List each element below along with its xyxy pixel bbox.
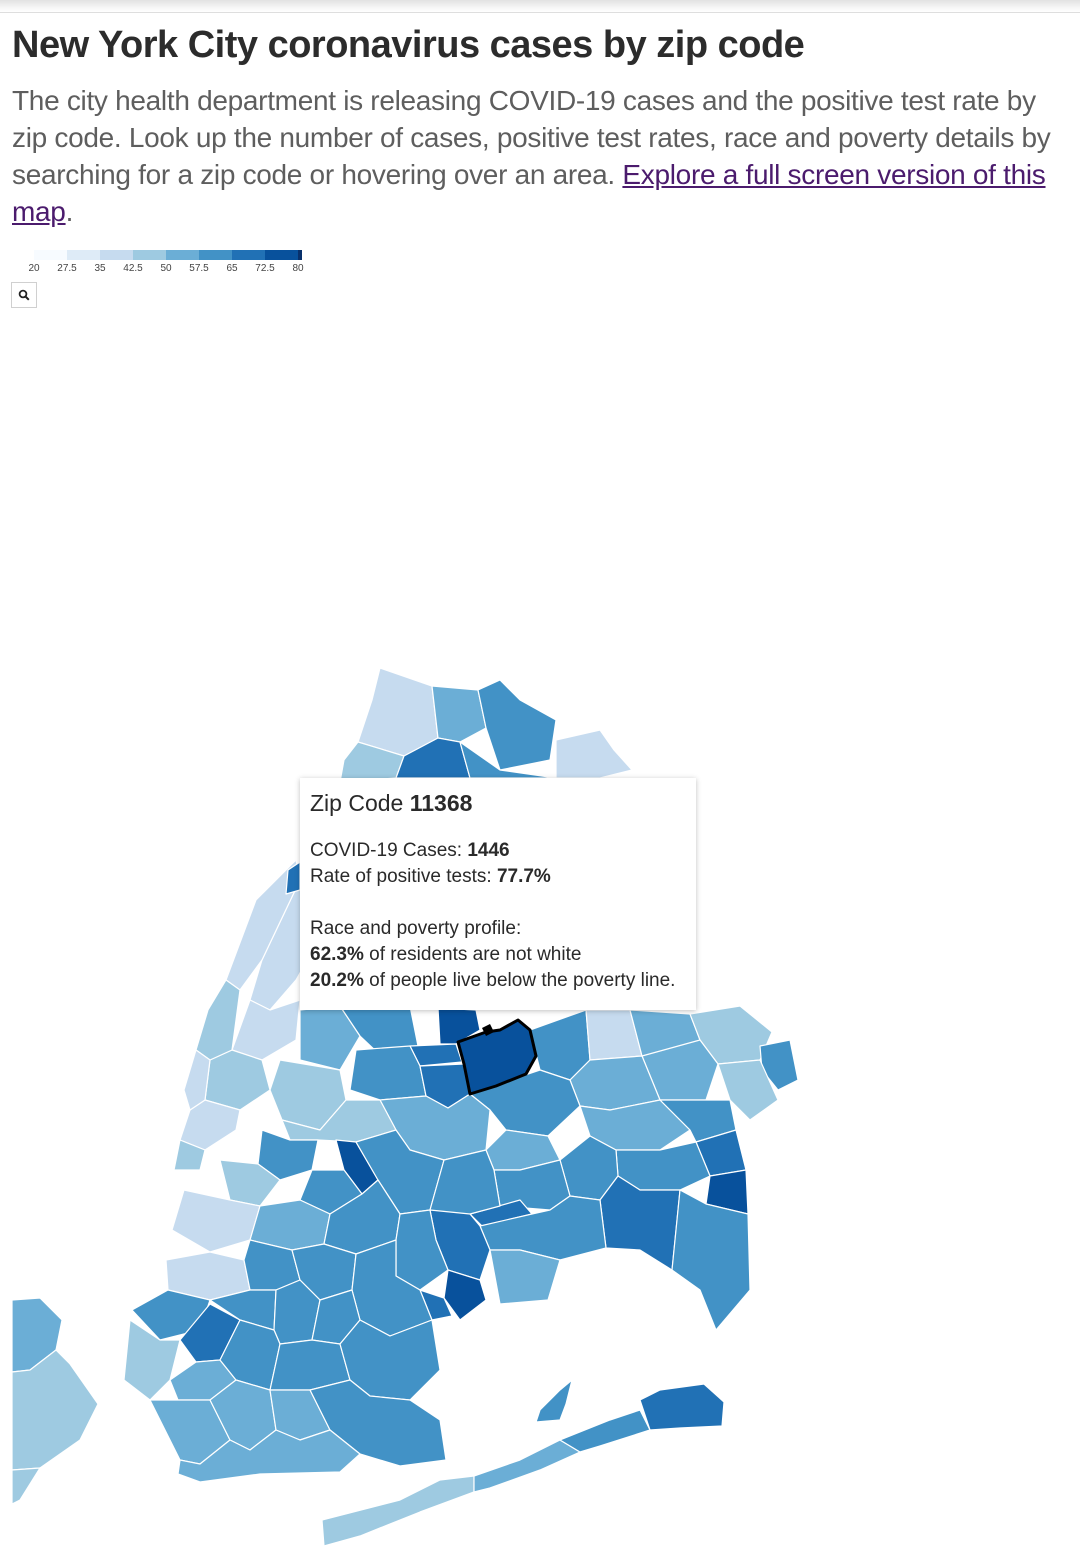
intro-body: The city health department is releasing … <box>12 85 1051 190</box>
zip-area[interactable] <box>357 667 439 757</box>
legend-swatch <box>67 250 101 260</box>
legend-tick-label: 35 <box>94 263 106 274</box>
legend-tick-label: 50 <box>160 263 172 274</box>
zip-area[interactable] <box>349 1045 427 1101</box>
tooltip-nonwhite-text: of residents are not white <box>369 944 582 965</box>
zip-area[interactable] <box>717 1059 779 1121</box>
zip-area[interactable] <box>555 729 633 779</box>
tooltip-poverty-value: 20.2% <box>310 970 364 991</box>
tooltip-zip-value: 11368 <box>409 790 473 816</box>
legend-tick-label: 72.5 <box>255 263 275 274</box>
full-screen-link[interactable]: Explore a full screen version of this ma… <box>12 159 1046 227</box>
zip-tooltip: Zip Code 11368 COVID-19 Cases: 1446 Rate… <box>300 778 696 1010</box>
tooltip-profile-label: Race and poverty profile: <box>310 918 522 939</box>
page-title: New York City coronavirus cases by zip c… <box>12 24 805 66</box>
tooltip-zip-label: Zip Code <box>310 790 404 816</box>
tooltip-cases-value: 1446 <box>467 840 510 861</box>
legend-svg: 20 27.5 35 42.5 50 57.5 65 72.5 80 <box>28 250 304 274</box>
zip-area[interactable] <box>535 1379 573 1423</box>
zip-area[interactable] <box>599 1175 681 1271</box>
zip-area[interactable] <box>477 679 557 771</box>
highlight-point <box>482 1024 494 1036</box>
tooltip-nonwhite-value: 62.3% <box>310 944 364 965</box>
tooltip-cases-label: COVID-19 Cases: <box>310 840 463 861</box>
zip-area[interactable] <box>183 1049 211 1111</box>
intro-text: The city health department is releasing … <box>12 82 1062 230</box>
highlighted-zip-11368[interactable] <box>456 1018 538 1096</box>
legend-tick-label: 20 <box>28 263 40 274</box>
top-bar <box>0 0 1080 13</box>
zip-area[interactable] <box>671 1189 751 1331</box>
zip-area[interactable] <box>177 1429 361 1483</box>
tooltip-poverty: 20.2% of people live below the poverty l… <box>310 968 686 994</box>
zip-area[interactable] <box>11 1467 41 1505</box>
intro-period: . <box>65 196 74 227</box>
zip-area[interactable] <box>639 1383 725 1431</box>
legend-tick-label: 57.5 <box>189 263 209 274</box>
zip-area[interactable] <box>204 1049 271 1111</box>
zip-area[interactable] <box>431 685 487 743</box>
legend-swatch <box>232 250 266 260</box>
zip-area[interactable] <box>231 999 301 1061</box>
tooltip-nonwhite: 62.3% of residents are not white <box>310 942 686 968</box>
legend-tick-label: 27.5 <box>57 263 77 274</box>
legend-swatch <box>298 250 302 260</box>
zip-area[interactable] <box>285 861 301 895</box>
tooltip-rate-label: Rate of positive tests: <box>310 866 492 887</box>
tooltip-rate-value: 77.7% <box>496 866 551 887</box>
zip-area[interactable] <box>443 1269 487 1321</box>
tooltip-cases: COVID-19 Cases: 1446 <box>310 838 686 864</box>
legend-swatch <box>133 250 167 260</box>
zip-code-map[interactable] <box>0 640 1080 1564</box>
legend-swatch <box>166 250 200 260</box>
legend-tick-label: 80 <box>292 263 304 274</box>
zip-area[interactable] <box>559 1409 651 1453</box>
zip-area[interactable] <box>489 1249 561 1305</box>
zip-area[interactable] <box>321 1475 475 1547</box>
tooltip-poverty-text: of people live below the poverty line. <box>369 970 676 991</box>
tooltip-rate: Rate of positive tests: 77.7% <box>310 864 686 890</box>
legend-swatch <box>100 250 134 260</box>
zip-area[interactable] <box>11 1349 99 1471</box>
search-button[interactable] <box>11 282 37 308</box>
legend-swatch <box>265 250 299 260</box>
legend-swatch <box>199 250 233 260</box>
legend-swatch <box>34 250 68 260</box>
legend-tick-label: 42.5 <box>123 263 143 274</box>
zip-area[interactable] <box>173 1139 206 1171</box>
zip-area[interactable] <box>473 1439 581 1493</box>
legend-tick-label: 65 <box>226 263 238 274</box>
search-icon <box>18 289 30 301</box>
tooltip-title: Zip Code 11368 <box>310 788 686 818</box>
zip-area[interactable] <box>219 1159 281 1207</box>
color-legend: 20 27.5 35 42.5 50 57.5 65 72.5 80 <box>12 249 312 277</box>
